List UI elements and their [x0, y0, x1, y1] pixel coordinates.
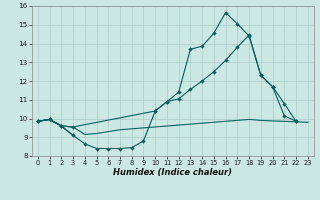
X-axis label: Humidex (Indice chaleur): Humidex (Indice chaleur) [113, 168, 232, 177]
